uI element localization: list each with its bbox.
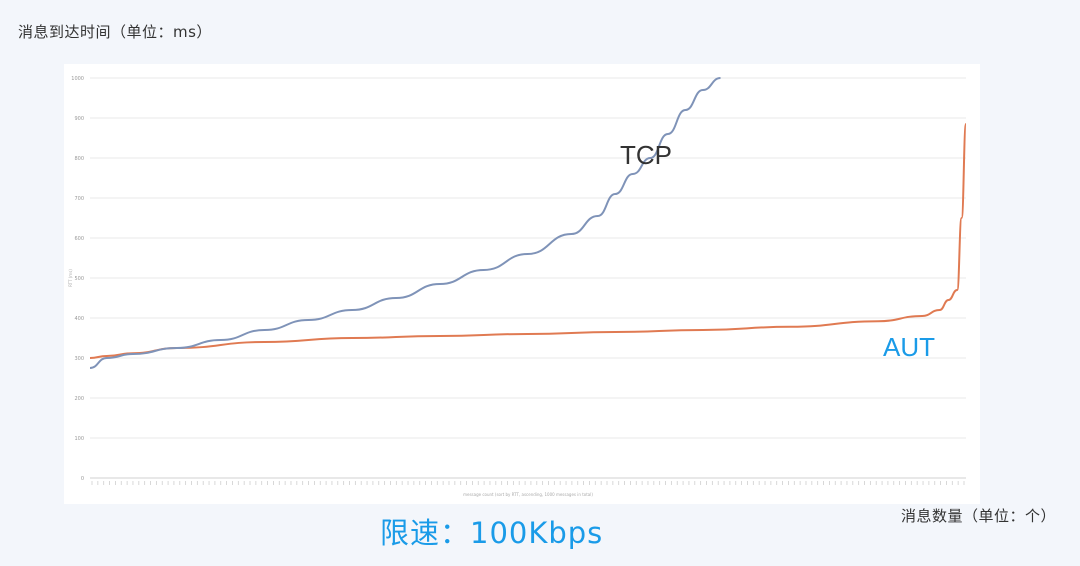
y-axis-title: RTT (ms) [68, 269, 73, 287]
x-tick-marks [91, 481, 965, 485]
y-tick-label: 400 [74, 316, 84, 322]
y-tick-label: 500 [74, 276, 84, 282]
series-label-aut: AUT [883, 332, 935, 362]
gridlines [90, 77, 966, 479]
y-tick-label: 1000 [71, 76, 84, 82]
y-tick-label: 0 [81, 476, 84, 482]
series-label-tcp: TCP [620, 140, 672, 170]
rtt-line-chart: 0 100 200 300 400 500 600 700 800 900 1000 RTT (ms… [68, 76, 967, 497]
y-tick-label: 100 [74, 436, 84, 442]
x-axis-title: message count (sort by RTT, ascending, 1… [463, 492, 593, 497]
bandwidth-limit-caption: 限速：100Kbps [380, 516, 604, 550]
x-axis-unit-label: 消息数量（单位：个） [900, 507, 1056, 525]
series-line-aut [89, 123, 967, 359]
y-tick-labels: 0 100 200 300 400 500 600 700 800 900 1000 [71, 76, 84, 482]
plot-area: 0 100 200 300 400 500 600 700 800 900 1000 RTT (ms… [64, 64, 980, 504]
y-tick-label: 700 [74, 196, 84, 202]
y-tick-label: 800 [74, 156, 84, 162]
y-tick-label: 300 [74, 356, 84, 362]
y-tick-label: 200 [74, 396, 84, 402]
y-tick-label: 900 [74, 116, 84, 122]
y-tick-label: 600 [74, 236, 84, 242]
series-line-tcp [89, 77, 721, 369]
y-axis-unit-label: 消息到达时间（单位：ms） [18, 23, 212, 41]
